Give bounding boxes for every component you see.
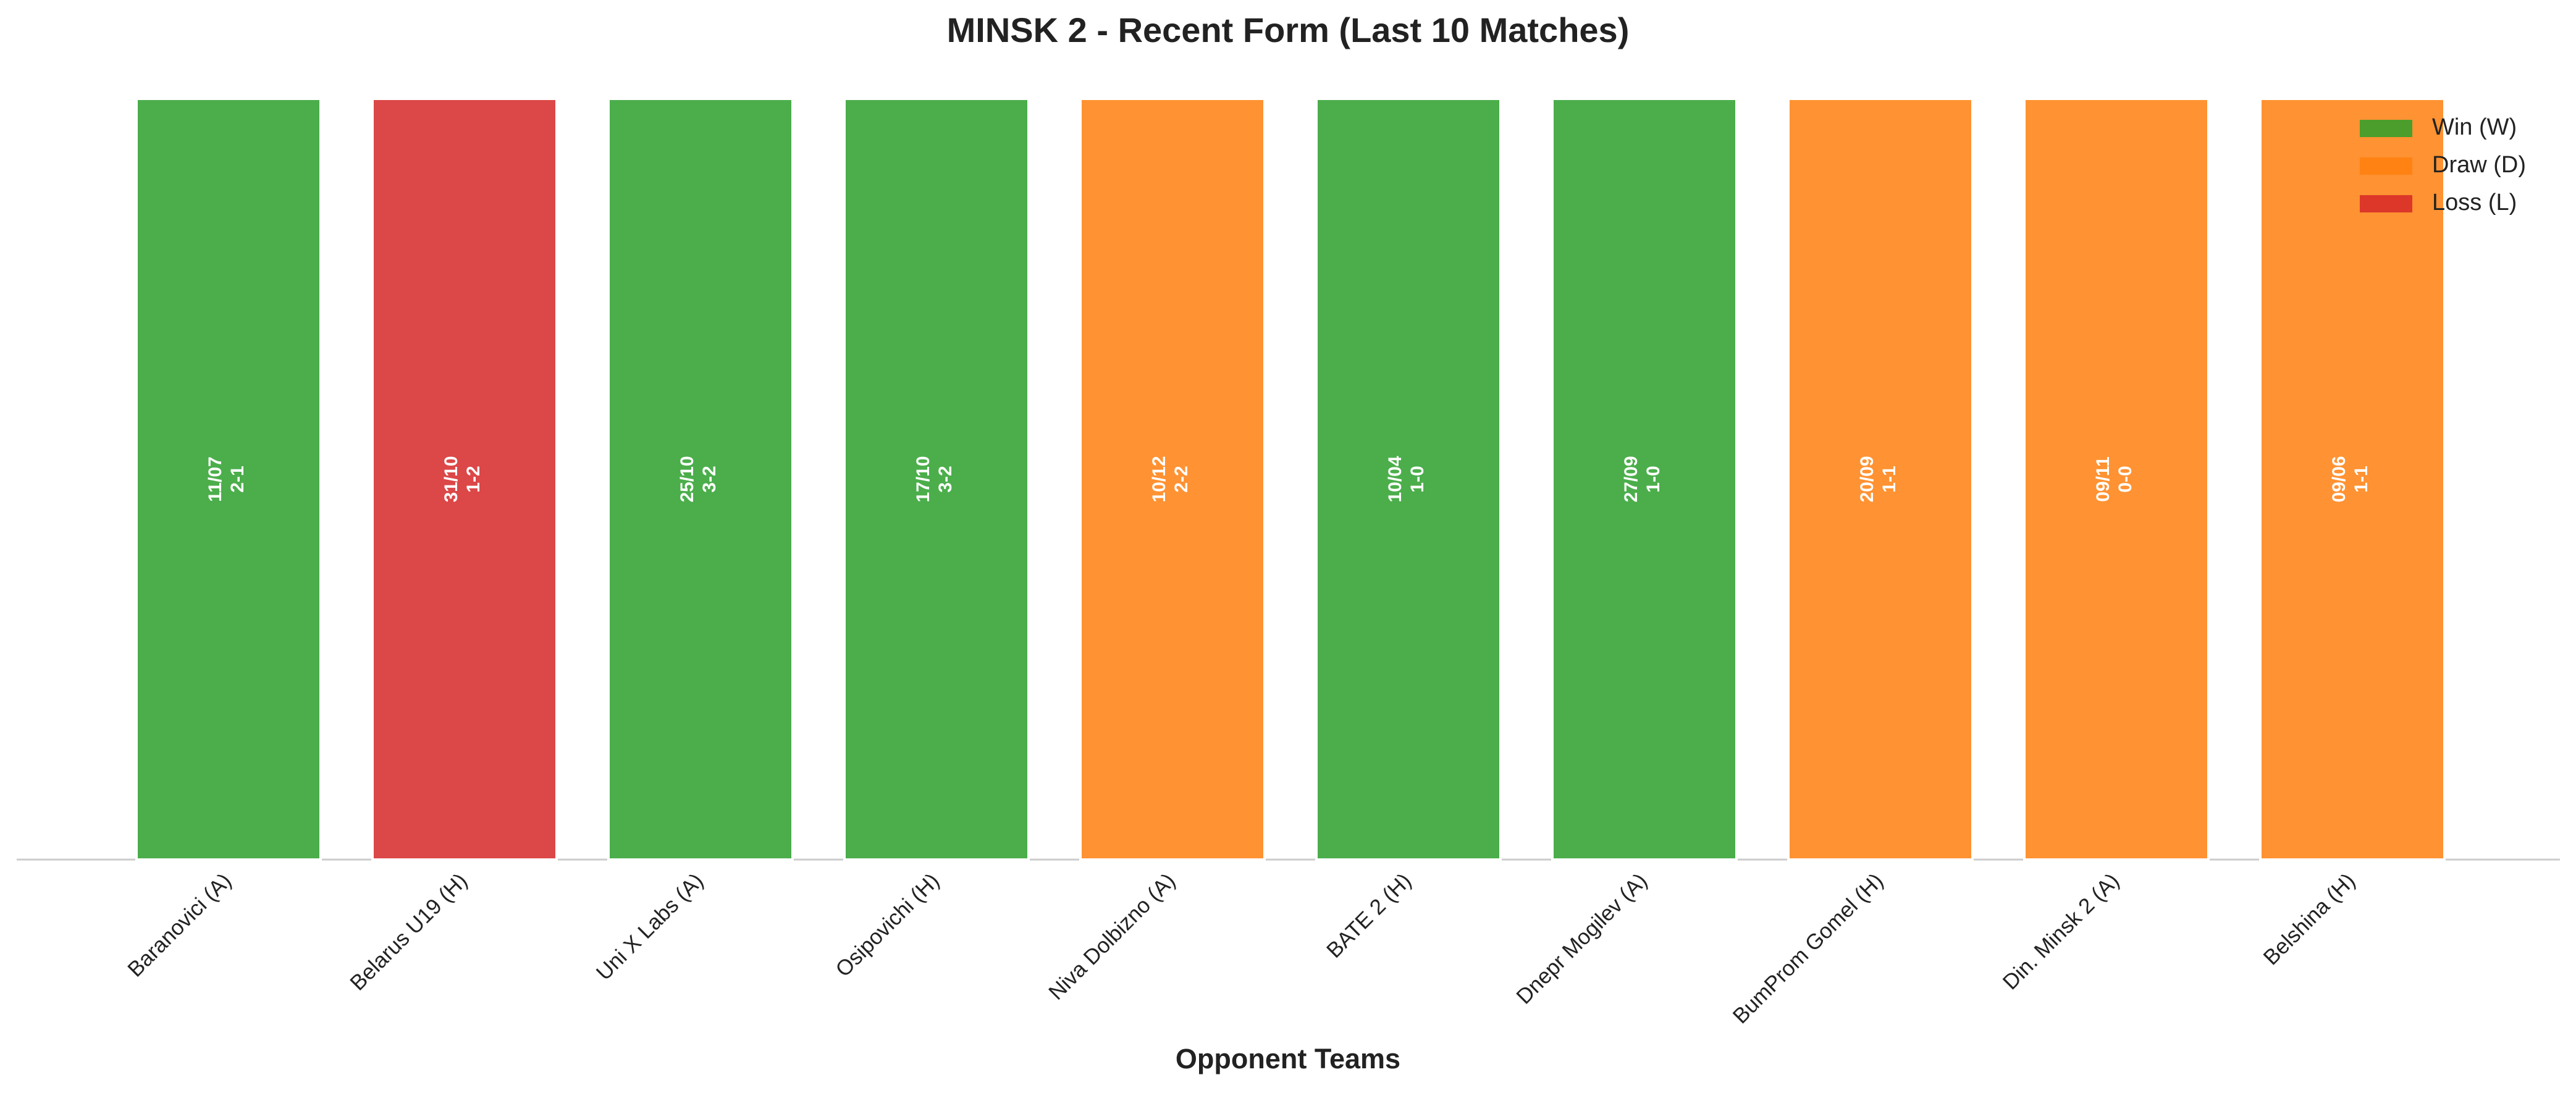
bar-date-label: 09/06 <box>2329 456 2349 502</box>
bar <box>1787 98 1974 861</box>
x-tick-label: Osipovichi (H) <box>831 869 944 982</box>
bar-date-label: 17/10 <box>913 456 933 502</box>
bar <box>2023 98 2210 861</box>
x-tick-label: Uni X Labs (A) <box>592 869 709 986</box>
bar <box>1315 98 1502 861</box>
bar-score-label: 1-1 <box>1879 466 1900 492</box>
x-tick-label: Baranovici (A) <box>123 869 236 982</box>
legend-label: Loss (L) <box>2432 190 2517 216</box>
bar-score-label: 0-0 <box>2115 466 2136 492</box>
bar <box>135 98 322 861</box>
bar <box>607 98 794 861</box>
bar-score-label: 1-0 <box>1643 466 1664 492</box>
bar-score-label: 1-0 <box>1407 466 1428 492</box>
bar <box>1551 98 1738 861</box>
legend-swatch <box>2360 120 2412 137</box>
bar-score-label: 2-1 <box>227 466 248 492</box>
bar <box>1079 98 1266 861</box>
bar-score-label: 1-2 <box>463 466 484 492</box>
legend-label: Draw (D) <box>2432 152 2526 178</box>
legend-swatch <box>2360 157 2412 175</box>
bar-date-label: 09/11 <box>2093 456 2113 501</box>
x-tick-label: Belarus U19 (H) <box>345 869 472 995</box>
bar-date-label: 25/10 <box>677 456 697 502</box>
bar-score-label: 3-2 <box>935 466 956 492</box>
bar-date-label: 20/09 <box>1857 456 1877 502</box>
bar-date-label: 11/07 <box>205 456 225 501</box>
x-tick-label: Din. Minsk 2 (A) <box>1998 869 2124 995</box>
x-axis-label: Opponent Teams <box>1176 1043 1400 1074</box>
bar <box>843 98 1030 861</box>
bar-score-label: 2-2 <box>1171 466 1192 492</box>
bar <box>2259 98 2446 861</box>
x-tick-label: BATE 2 (H) <box>1322 869 1416 963</box>
bar-score-label: 1-1 <box>2351 466 2372 492</box>
bar-date-label: 10/04 <box>1385 456 1405 502</box>
x-tick-label: Dnepr Mogilev (A) <box>1512 869 1652 1009</box>
bar-date-label: 31/10 <box>441 456 461 502</box>
legend-swatch <box>2360 195 2412 212</box>
bar-date-label: 10/12 <box>1149 456 1169 502</box>
x-tick-label: Niva Dolbizno (A) <box>1044 869 1180 1005</box>
x-tick-label: Belshina (H) <box>2258 869 2360 970</box>
chart-title: MINSK 2 - Recent Form (Last 10 Matches) <box>947 10 1630 49</box>
bar-date-label: 27/09 <box>1621 456 1641 502</box>
legend-label: Win (W) <box>2432 114 2517 140</box>
x-tick-label: BumProm Gomel (H) <box>1728 869 1888 1029</box>
bar-score-label: 3-2 <box>699 466 720 492</box>
bar <box>371 98 558 861</box>
